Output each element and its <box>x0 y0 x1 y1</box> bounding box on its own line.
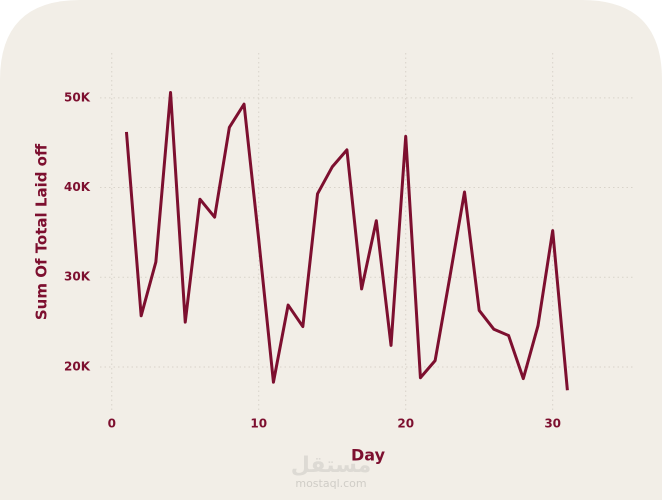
y-tick-label: 50K <box>64 90 91 104</box>
x-tick-label: 0 <box>108 417 116 431</box>
y-tick-label: 40K <box>64 180 91 194</box>
x-tick-label: 30 <box>544 417 561 431</box>
plot <box>124 90 569 391</box>
watermark-url: mostaql.com <box>295 477 366 490</box>
x-tick-label: 10 <box>250 417 267 431</box>
x-axis-label: Day <box>351 446 386 465</box>
data-line <box>124 90 569 391</box>
y-tick-label: 20K <box>64 359 91 373</box>
watermark: مستقل <box>291 453 371 478</box>
y-tick-label: 30K <box>64 270 91 284</box>
y-axis-label: Sum Of Total Laid off <box>33 143 51 320</box>
x-tick-label: 20 <box>397 417 414 431</box>
